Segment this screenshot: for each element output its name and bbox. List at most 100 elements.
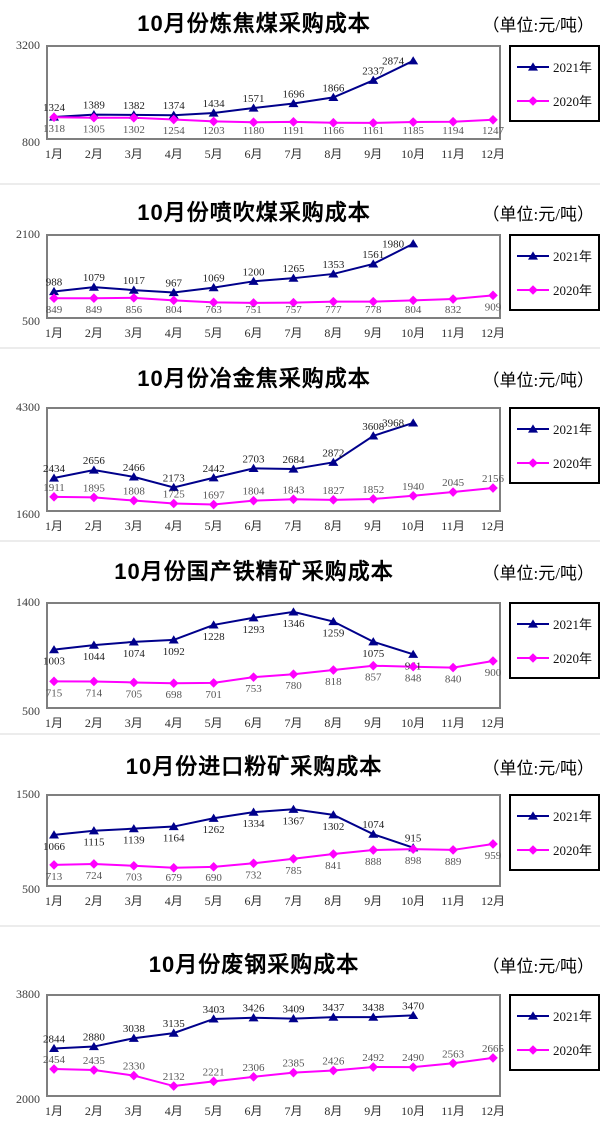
triangle-marker-icon bbox=[88, 826, 99, 835]
diamond-marker-icon bbox=[288, 117, 299, 127]
series-line-2021年 bbox=[53, 808, 414, 849]
data-point-label: 1228 bbox=[203, 631, 226, 643]
triangle-marker-icon bbox=[208, 283, 219, 292]
legend-label-2020: 2020年 bbox=[553, 456, 593, 471]
x-axis-labels: 1月 2月 3月 4月 5月 6月 7月 8月 9月 10月 11月 12月 bbox=[45, 143, 505, 163]
x-tick-label: 7月 bbox=[284, 894, 303, 908]
x-tick-label: 7月 bbox=[284, 1104, 303, 1118]
diamond-marker-icon bbox=[368, 1062, 379, 1072]
data-point-label: 2435 bbox=[83, 1055, 106, 1067]
data-point-label: 900 bbox=[485, 667, 502, 679]
legend-marker-shape bbox=[528, 61, 538, 71]
triangle-marker-icon bbox=[88, 1041, 99, 1051]
x-tick-label: 11月 bbox=[441, 1104, 465, 1118]
data-point-label: 1346 bbox=[282, 618, 305, 630]
data-point-label: 1302 bbox=[123, 124, 145, 136]
data-point-label: 888 bbox=[365, 856, 382, 868]
legend-item-2021: 2021年 bbox=[516, 57, 593, 76]
unit-label: （单位:元/吨） bbox=[482, 759, 594, 778]
data-point-label: 1852 bbox=[362, 484, 384, 496]
data-point-label: 1353 bbox=[322, 259, 345, 271]
diamond-marker-icon bbox=[408, 295, 418, 306]
data-point-label: 804 bbox=[405, 304, 422, 316]
data-point-label: 804 bbox=[165, 304, 182, 316]
data-point-label: 1247 bbox=[482, 125, 505, 137]
legend-marker-shape bbox=[528, 618, 538, 628]
x-tick-label: 11月 bbox=[441, 519, 465, 533]
data-point-label: 2221 bbox=[203, 1066, 225, 1078]
line-chart-canvas: 1066 1115 1139 1164 1262 1334 1367 1302 1074 915 7… bbox=[43, 804, 502, 884]
legend-2020-marker-icon bbox=[517, 844, 549, 855]
y-axis-min-tick: 500 bbox=[22, 882, 40, 896]
y-axis-max-tick: 4300 bbox=[16, 400, 40, 414]
legend-2020-marker-icon bbox=[517, 457, 549, 468]
legend-2020-marker-icon bbox=[517, 652, 549, 663]
x-tick-label: 12月 bbox=[480, 894, 505, 908]
legend-label-2021: 2021年 bbox=[553, 809, 593, 824]
x-tick-label: 7月 bbox=[284, 716, 303, 730]
diamond-marker-icon bbox=[129, 677, 139, 688]
data-point-label: 1334 bbox=[243, 818, 266, 830]
x-tick-label: 1月 bbox=[44, 519, 63, 533]
data-point-label: 2874 bbox=[382, 55, 405, 67]
data-point-label: 1725 bbox=[163, 489, 186, 501]
unit-label: （单位:元/吨） bbox=[482, 957, 594, 976]
line-chart-canvas: 1003104410741092122812931346125910759617… bbox=[43, 607, 502, 701]
triangle-marker-icon bbox=[368, 431, 379, 440]
series-line-2020年 bbox=[53, 660, 494, 685]
diamond-marker-icon bbox=[129, 495, 139, 506]
x-tick-label: 5月 bbox=[204, 716, 223, 730]
diamond-marker-icon bbox=[288, 1067, 299, 1078]
triangle-marker-icon bbox=[368, 829, 379, 838]
diamond-marker-icon bbox=[89, 492, 99, 503]
x-tick-label: 4月 bbox=[164, 894, 183, 908]
x-tick-label: 7月 bbox=[284, 519, 303, 533]
triangle-marker-icon bbox=[128, 472, 139, 481]
triangle-marker-icon bbox=[408, 649, 419, 658]
data-point-label: 679 bbox=[165, 872, 182, 884]
diamond-marker-icon bbox=[89, 293, 99, 304]
data-point-label: 988 bbox=[46, 277, 63, 289]
chart-header: 10月份冶金焦采购成本 （单位:元/吨） bbox=[0, 361, 600, 393]
legend-2021-marker-icon bbox=[517, 250, 549, 260]
x-tick-label: 12月 bbox=[480, 519, 505, 533]
triangle-marker-icon bbox=[288, 607, 299, 616]
diamond-marker-icon bbox=[168, 862, 179, 873]
data-point-label: 1200 bbox=[243, 266, 266, 278]
diamond-marker-icon bbox=[448, 294, 458, 304]
data-point-label: 2173 bbox=[163, 472, 186, 484]
data-point-label: 2563 bbox=[442, 1048, 465, 1060]
data-point-label: 3403 bbox=[203, 1004, 226, 1016]
data-point-label: 889 bbox=[445, 856, 462, 868]
y-axis-max-tick: 2100 bbox=[16, 227, 40, 241]
y-axis-min-tick: 2000 bbox=[16, 1092, 40, 1106]
series-line-2020年 bbox=[53, 116, 494, 124]
x-tick-label: 4月 bbox=[164, 326, 183, 340]
data-point-label: 967 bbox=[165, 278, 182, 290]
data-point-label: 840 bbox=[445, 674, 462, 686]
x-tick-label: 2月 bbox=[84, 519, 103, 533]
x-tick-label: 10月 bbox=[401, 894, 426, 908]
legend-2021-marker-icon bbox=[517, 423, 549, 433]
unit-label: （单位:元/吨） bbox=[482, 564, 594, 583]
x-tick-label: 2月 bbox=[84, 1104, 103, 1118]
x-tick-label: 3月 bbox=[124, 147, 143, 161]
data-point-label: 1194 bbox=[442, 125, 464, 137]
series-line-2021年 bbox=[53, 242, 414, 294]
x-tick-label: 8月 bbox=[324, 716, 343, 730]
data-point-label: 3038 bbox=[123, 1023, 145, 1035]
triangle-marker-icon bbox=[49, 1043, 59, 1053]
triangle-marker-icon bbox=[49, 286, 59, 296]
data-point-label: 3135 bbox=[163, 1018, 186, 1030]
x-tick-label: 1月 bbox=[44, 894, 63, 908]
x-tick-label: 9月 bbox=[364, 1104, 383, 1118]
x-tick-label: 10月 bbox=[401, 147, 426, 161]
plot-area: 1003104410741092122812931346125910759617… bbox=[43, 602, 502, 709]
data-point-label: 1324 bbox=[43, 102, 66, 114]
diamond-marker-icon bbox=[328, 117, 339, 128]
data-point-label: 2454 bbox=[43, 1054, 66, 1066]
data-point-label: 698 bbox=[165, 689, 182, 701]
data-point-label: 2880 bbox=[83, 1032, 106, 1044]
legend-label-2021: 2021年 bbox=[553, 1009, 593, 1024]
plot-area: 988 1079 1017 967 1069 1200 1265 1353 1561 1980 84… bbox=[46, 234, 502, 319]
